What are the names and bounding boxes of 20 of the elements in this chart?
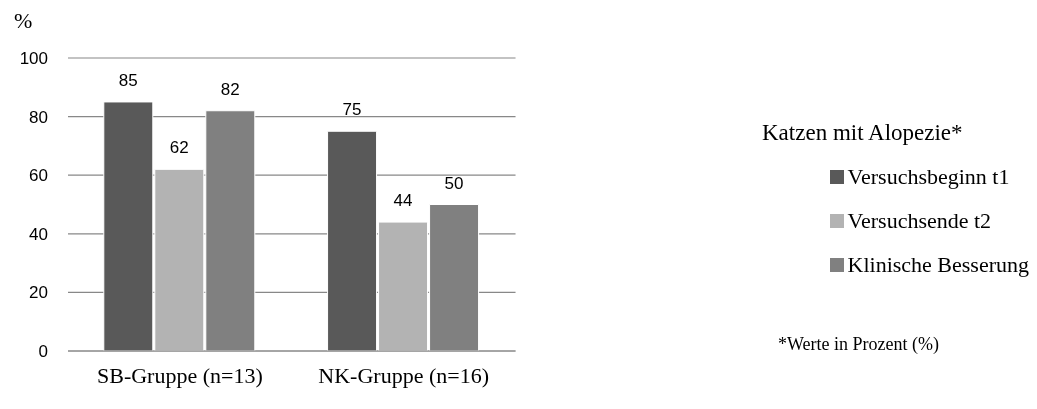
data-label: 82 — [220, 79, 240, 99]
y-tick-label: 20 — [29, 283, 48, 303]
y-tick-label: 40 — [29, 224, 48, 244]
data-label: 50 — [444, 173, 464, 193]
y-tick-label: 80 — [29, 107, 48, 127]
data-label: 85 — [118, 70, 138, 90]
y-tick-label: 0 — [38, 342, 48, 362]
x-tick-label: SB-Gruppe (n=13) — [96, 362, 263, 388]
data-label: 75 — [342, 100, 362, 120]
y-axis-title: % — [14, 8, 33, 34]
y-tick-label: 100 — [19, 49, 48, 69]
legend-label: Versuchsende t2 — [847, 207, 992, 235]
text: *Werte in Prozent (%) — [778, 334, 939, 355]
data-label: 44 — [393, 191, 413, 211]
legend-label: Klinische Besserung — [847, 251, 1029, 279]
legend-label: Versuchsbeginn t1 — [847, 163, 1010, 191]
legend-title: Katzen mit Alopezie* — [762, 120, 963, 146]
data-label: 62 — [169, 138, 189, 158]
y-tick-label: 60 — [29, 166, 48, 186]
x-tick-label: NK-Gruppe (n=16) — [318, 362, 489, 388]
